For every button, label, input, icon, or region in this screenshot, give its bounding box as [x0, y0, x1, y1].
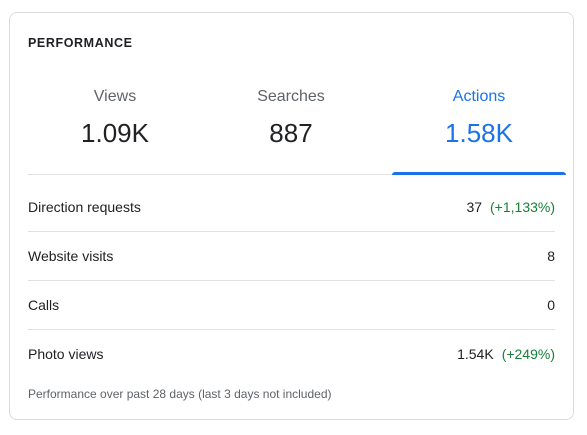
- row-label: Photo views: [28, 346, 104, 362]
- row-value-group: 8: [547, 248, 555, 264]
- row-website-visits: Website visits 8: [28, 232, 555, 281]
- row-direction-requests: Direction requests 37 (+1,133%): [28, 183, 555, 232]
- row-value-group: 37 (+1,133%): [466, 199, 555, 215]
- tab-actions-label: Actions: [452, 88, 506, 105]
- row-value: 37: [466, 199, 483, 215]
- row-photo-views: Photo views 1.54K (+249%): [28, 330, 555, 378]
- row-label: Direction requests: [28, 199, 141, 215]
- active-tab-indicator: [392, 172, 566, 175]
- row-value: 0: [547, 297, 555, 313]
- row-change: (+249%): [501, 346, 555, 362]
- tab-views[interactable]: Views 1.09K: [28, 73, 202, 174]
- row-label: Calls: [28, 297, 60, 313]
- tab-searches[interactable]: Searches 887: [204, 73, 378, 174]
- performance-footnote: Performance over past 28 days (last 3 da…: [28, 387, 332, 401]
- row-calls: Calls 0: [28, 281, 555, 330]
- metric-tabs: Views 1.09K Searches 887 Actions 1.58K: [28, 73, 566, 175]
- action-breakdown-list: Direction requests 37 (+1,133%) Website …: [28, 183, 555, 378]
- row-value: 8: [547, 248, 555, 264]
- tab-views-value: 1.09K: [81, 118, 149, 148]
- tab-actions-value: 1.58K: [445, 118, 513, 148]
- card-title: PERFORMANCE: [28, 36, 133, 50]
- row-value: 1.54K: [457, 346, 494, 362]
- tab-views-label: Views: [93, 88, 137, 105]
- performance-card: PERFORMANCE Views 1.09K Searches 887 Act…: [9, 12, 574, 420]
- tab-actions[interactable]: Actions 1.58K: [392, 73, 566, 175]
- row-change: (+1,133%): [490, 199, 555, 215]
- row-label: Website visits: [28, 248, 114, 264]
- row-value-group: 1.54K (+249%): [457, 346, 555, 362]
- tab-searches-value: 887: [269, 118, 313, 148]
- row-value-group: 0: [547, 297, 555, 313]
- tab-searches-label: Searches: [257, 88, 325, 105]
